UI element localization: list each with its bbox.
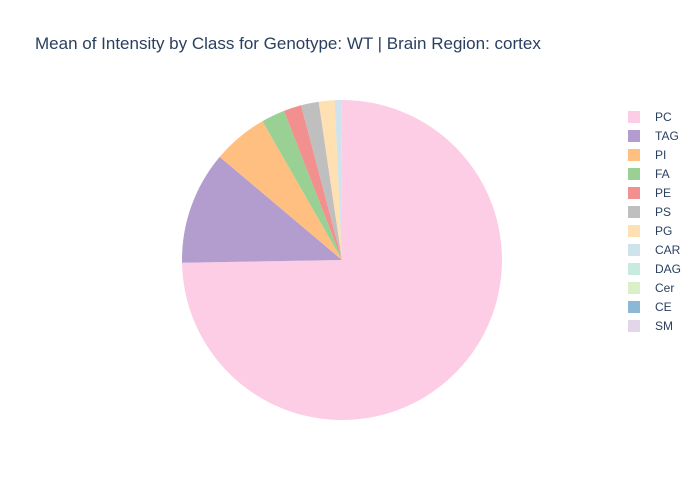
pie-slice-pc[interactable] bbox=[182, 100, 502, 420]
legend-swatch bbox=[628, 300, 640, 313]
legend-item-pe[interactable]: PE bbox=[628, 183, 681, 202]
legend-swatch bbox=[628, 224, 640, 237]
pie-slice-pe[interactable] bbox=[284, 105, 342, 260]
legend-item-sm[interactable]: SM bbox=[628, 316, 681, 335]
legend-item-ps[interactable]: PS bbox=[628, 202, 681, 221]
legend-label: TAG bbox=[655, 128, 679, 143]
legend-item-fa[interactable]: FA bbox=[628, 164, 681, 183]
legend-swatch bbox=[628, 262, 640, 275]
pie-slice-ps[interactable] bbox=[301, 101, 342, 260]
legend-swatch bbox=[628, 129, 640, 142]
legend-item-pg[interactable]: PG bbox=[628, 221, 681, 240]
legend-item-pc[interactable]: PC bbox=[628, 107, 681, 126]
pie-slice-pi[interactable] bbox=[219, 121, 342, 260]
chart-title: Mean of Intensity by Class for Genotype:… bbox=[35, 34, 541, 53]
legend: PC TAG PI FA PE PS PG CAR DAG Cer CE SM bbox=[628, 107, 681, 335]
legend-swatch bbox=[628, 205, 640, 218]
legend-swatch bbox=[628, 319, 640, 332]
legend-label: CAR bbox=[655, 242, 681, 257]
legend-label: PI bbox=[655, 147, 667, 162]
legend-label: SM bbox=[655, 318, 673, 333]
legend-item-cer[interactable]: Cer bbox=[628, 278, 681, 297]
legend-item-ce[interactable]: CE bbox=[628, 297, 681, 316]
legend-label: Cer bbox=[655, 280, 675, 295]
legend-label: PG bbox=[655, 223, 673, 238]
legend-item-tag[interactable]: TAG bbox=[628, 126, 681, 145]
legend-label: FA bbox=[655, 166, 670, 181]
pie-slices bbox=[181, 99, 502, 420]
legend-label: DAG bbox=[655, 261, 682, 276]
legend-label: PE bbox=[655, 185, 672, 200]
legend-swatch bbox=[628, 186, 640, 199]
legend-item-car[interactable]: CAR bbox=[628, 240, 681, 259]
pie-slice-fa[interactable] bbox=[262, 110, 342, 260]
legend-label: CE bbox=[655, 299, 672, 314]
legend-item-pi[interactable]: PI bbox=[628, 145, 681, 164]
legend-swatch bbox=[628, 281, 640, 294]
legend-item-dag[interactable]: DAG bbox=[628, 259, 681, 278]
legend-swatch bbox=[628, 110, 640, 123]
pie-slice-tag[interactable] bbox=[181, 156, 342, 263]
legend-swatch bbox=[628, 167, 640, 180]
pie-slice-car[interactable] bbox=[334, 100, 342, 260]
legend-swatch bbox=[628, 243, 640, 256]
legend-swatch bbox=[628, 148, 640, 161]
pie-slice-pg[interactable] bbox=[318, 100, 342, 260]
legend-label: PC bbox=[655, 109, 672, 124]
legend-label: PS bbox=[655, 204, 672, 219]
